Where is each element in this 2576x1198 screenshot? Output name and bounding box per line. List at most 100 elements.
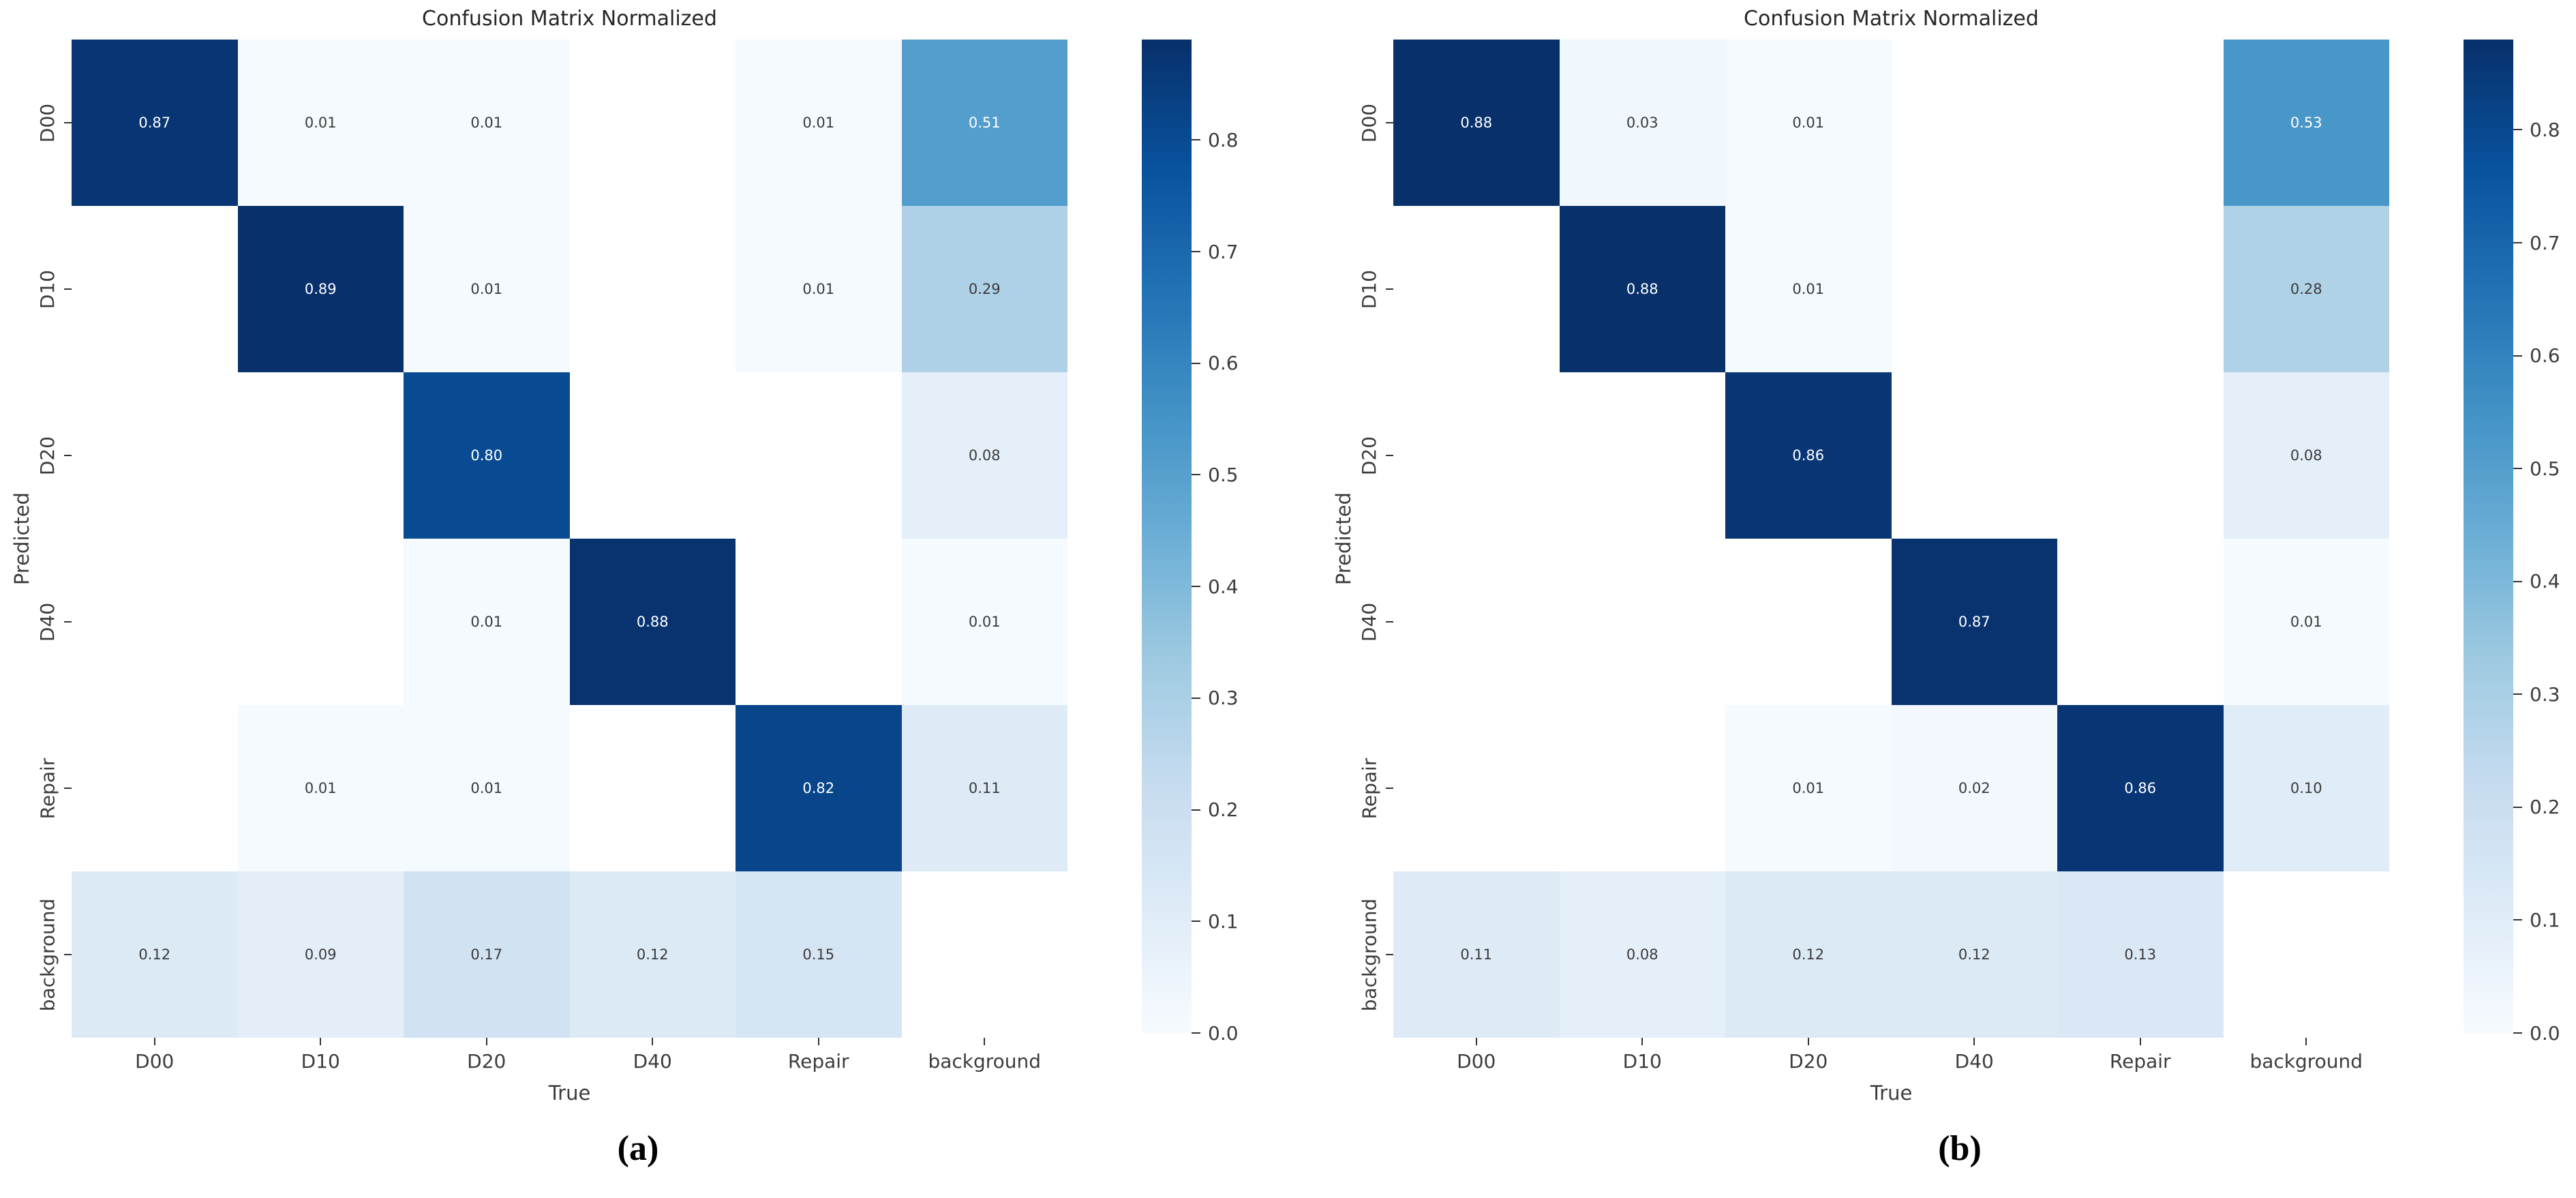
x-tick-mark [320,1038,322,1045]
x-tick-mark [2139,1038,2141,1045]
cell-value: 0.08 [968,447,1001,464]
cell-value: 0.89 [304,281,337,297]
x-tick-label: D10 [1622,1050,1662,1073]
matrix-cell [2057,539,2224,705]
chart-title: Confusion Matrix Normalized [1744,7,2039,31]
matrix-cell: 0.89 [237,206,404,372]
matrix-cell: 0.01 [736,206,902,372]
cell-value: 0.12 [138,946,171,963]
matrix-cell: 0.01 [1725,206,1892,372]
matrix-cell: 0.13 [2057,871,2224,1038]
y-tick-label: background [1354,871,1384,1038]
colorbar-tick-label: 0.8 [1208,128,1239,151]
colorbar-tick-label: 0.5 [2530,457,2560,480]
colorbar-tick-mark [1192,697,1200,699]
y-tick-label-text: D00 [1358,103,1381,143]
matrix-cell: 0.53 [2223,40,2389,206]
colorbar-tick-mark [1192,362,1200,364]
colorbar-tick-mark [1192,1032,1200,1034]
cell-value: 0.01 [304,115,337,131]
matrix-cell [2057,372,2224,539]
y-tick-mark [1386,288,1393,290]
cell-value: 0.82 [802,780,835,796]
y-tick-label: D10 [1354,206,1384,372]
y-tick-mark [1386,122,1393,123]
colorbar-tick-label: 0.0 [2530,1021,2560,1045]
colorbar-tick-mark [2513,693,2522,695]
y-tick-mark [64,621,72,623]
matrix-cell: 0.01 [2223,539,2389,705]
matrix-cell: 0.88 [569,539,736,705]
matrix-cell: 0.01 [404,705,570,871]
x-tick-mark [1641,1038,1643,1045]
cell-value: 0.29 [968,281,1001,297]
matrix-cell: 0.29 [901,206,1067,372]
x-tick-label: D20 [467,1050,506,1073]
x-tick-mark [1973,1038,1975,1045]
y-tick-label: D00 [1354,40,1384,206]
x-tick-mark [652,1038,654,1045]
matrix-cell: 0.01 [404,40,570,206]
cell-value: 0.01 [304,780,337,796]
colorbar-tick-mark [2513,355,2522,357]
matrix-cell: 0.11 [901,705,1067,871]
colorbar-tick-mark [1192,809,1200,811]
matrix-cell [237,372,404,539]
matrix-cell: 0.28 [2223,206,2389,372]
cell-value: 0.01 [802,115,835,131]
x-tick-mark [485,1038,487,1045]
colorbar-tick-label: 0.7 [2530,231,2560,254]
matrix-cell: 0.01 [237,705,404,871]
x-tick-mark [817,1038,819,1045]
colorbar-tick-mark [2513,129,2522,131]
x-tick-label: D40 [1954,1050,1994,1073]
colorbar [1142,40,1192,1033]
matrix-cell: 0.01 [1725,705,1892,871]
matrix-cell [72,372,238,539]
cell-value: 0.01 [1792,115,1825,131]
colorbar-tick-label: 0.4 [2530,570,2560,593]
matrix-cell: 0.03 [1559,40,1725,206]
cell-value: 0.01 [470,614,503,630]
matrix-cell: 0.01 [404,206,570,372]
matrix-cell [1393,705,1560,871]
cell-value: 0.87 [1958,614,1990,630]
colorbar [2464,40,2513,1033]
cell-value: 0.12 [1792,946,1825,963]
cell-value: 0.13 [2124,946,2157,963]
matrix-cell [2057,206,2224,372]
matrix-cell: 0.12 [569,871,736,1038]
cell-value: 0.88 [636,614,669,630]
panel-b: Confusion Matrix Normalized Predicted 0.… [1332,7,2560,1168]
matrix-cell: 0.12 [1725,871,1892,1038]
y-tick-mark [64,954,72,955]
cell-value: 0.87 [138,115,171,131]
matrix-cell: 0.51 [901,40,1067,206]
y-tick-label-text: D20 [1358,436,1381,475]
matrix-cell [237,539,404,705]
panel-a: Confusion Matrix Normalized Predicted 0.… [10,7,1239,1168]
y-tick-mark [64,288,72,290]
matrix-cell: 0.02 [1891,705,2057,871]
cell-value: 0.53 [2290,115,2322,131]
colorbar-tick-mark [1192,586,1200,588]
cell-value: 0.86 [1792,447,1825,464]
matrix-cell [72,705,238,871]
y-tick-mark [1386,621,1393,623]
cell-value: 0.12 [636,946,669,963]
colorbar-tick-mark [2513,242,2522,244]
matrix-cell: 0.88 [1559,206,1725,372]
y-tick-mark [64,455,72,456]
matrix-cell [72,539,238,705]
matrix-cell: 0.01 [1725,40,1892,206]
colorbar-tick-label: 0.1 [1208,910,1239,933]
colorbar-tick-label: 0.3 [1208,687,1239,710]
cell-value: 0.01 [1792,780,1825,796]
colorbar-tick-label: 0.2 [1208,798,1239,822]
colorbar-tick-mark [2513,468,2522,470]
colorbar-tick-label: 0.5 [1208,463,1239,486]
x-tick-mark [2305,1038,2307,1045]
matrix-cell [569,372,736,539]
colorbar-tick-mark [1192,251,1200,253]
y-tick-label: D20 [1354,372,1384,539]
